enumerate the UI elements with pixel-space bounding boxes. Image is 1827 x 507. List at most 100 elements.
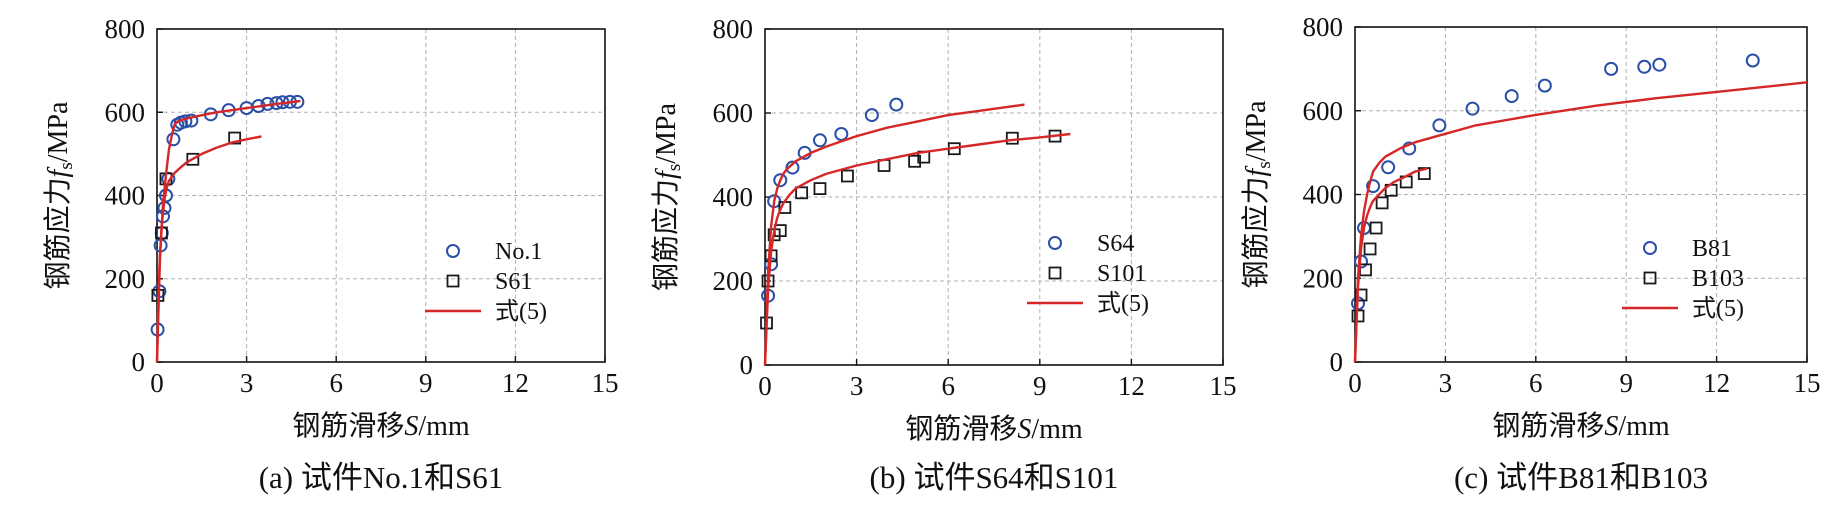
fit-curve	[763, 103, 1025, 366]
panel-caption: (b) 试件S64和S101	[870, 460, 1119, 495]
x-tick-label: 12	[1118, 371, 1145, 401]
series-line	[763, 132, 1071, 366]
x-tick-label: 15	[592, 368, 619, 398]
data-point-circle	[184, 113, 199, 128]
data-point-circle	[1537, 78, 1552, 93]
y-tick-label: 800	[1303, 12, 1344, 42]
panel-1: 0 3 6 9 12 15 0 200 400 600 800 钢筋滑移S/mm 钢筋应力fs/MPa (…	[42, 14, 619, 495]
legend: No.1 S61 式(5)	[425, 239, 547, 325]
legend-square-icon	[1048, 266, 1062, 280]
series-line	[155, 99, 301, 363]
legend-label: B103	[1692, 266, 1744, 292]
x-tick-label: 9	[1619, 368, 1633, 398]
data-point-square	[841, 169, 854, 183]
x-axis-label: 钢筋滑移S/mm	[292, 410, 470, 442]
legend-label: S61	[495, 269, 532, 295]
series-circle	[150, 94, 305, 337]
legend-label: No.1	[495, 239, 542, 265]
data-point-square	[1363, 242, 1377, 256]
legend: S64 S101 式(5)	[1027, 231, 1149, 317]
data-point-circle	[812, 133, 827, 148]
legend-circle-icon	[1643, 241, 1657, 255]
x-tick-label: 6	[329, 368, 343, 398]
data-point-circle	[1652, 57, 1667, 72]
x-tick-label: 9	[1033, 371, 1047, 401]
y-axis-label: 钢筋应力fs/MPa	[650, 102, 685, 290]
x-axis-label: 钢筋滑移S/mm	[905, 413, 1083, 445]
panel-3: 0 3 6 9 12 15 0 200 400 600 800 钢筋滑移S/mm 钢筋应力fs/MPa (…	[1240, 12, 1821, 495]
x-tick-label: 3	[850, 371, 864, 401]
series-line	[1353, 81, 1808, 363]
y-tick-label: 800	[105, 14, 146, 44]
legend-square-icon	[1643, 271, 1657, 285]
data-point-circle	[1504, 89, 1519, 104]
fit-curve	[155, 135, 262, 363]
data-point-circle	[1604, 61, 1619, 76]
data-point-circle	[785, 160, 800, 175]
data-point-square	[1375, 196, 1389, 210]
series-line	[1353, 167, 1428, 363]
series-circle	[1351, 53, 1760, 311]
legend-label: S64	[1097, 231, 1134, 257]
gridlines	[1355, 27, 1807, 362]
data-point-square	[1005, 131, 1019, 145]
y-tick-label: 400	[1303, 180, 1344, 210]
data-point-circle	[773, 173, 788, 188]
x-tick-label: 0	[1348, 368, 1362, 398]
series-line	[155, 135, 262, 363]
series-square	[760, 129, 1062, 330]
data-point-circle	[1637, 59, 1652, 74]
data-point-circle	[1366, 179, 1381, 194]
data-point-circle	[864, 108, 879, 123]
gridlines	[765, 29, 1223, 365]
fit-curve	[1353, 167, 1428, 363]
data-point-circle	[1381, 160, 1396, 175]
y-tick-label: 600	[105, 97, 146, 127]
y-tick-label: 400	[105, 181, 146, 211]
series-square	[1351, 167, 1431, 323]
y-tick-label: 600	[713, 98, 754, 128]
legend-label: 式(5)	[1097, 290, 1149, 317]
y-axis-label: 钢筋应力fs/MPa	[1240, 100, 1275, 288]
data-point-circle	[834, 127, 849, 141]
y-tick-label: 400	[713, 182, 754, 212]
legend-label: 式(5)	[1692, 295, 1744, 322]
data-point-square	[795, 186, 809, 200]
data-point-circle	[1745, 53, 1760, 68]
legend-label: 式(5)	[495, 298, 547, 325]
legend: B81 B103 式(5)	[1622, 236, 1744, 322]
y-tick-label: 800	[713, 14, 754, 44]
data-point-square	[228, 131, 242, 145]
gridlines	[157, 29, 605, 362]
legend-circle-icon	[1048, 236, 1062, 250]
data-point-square	[1354, 288, 1368, 302]
fit-curve	[155, 99, 301, 363]
panel-2: 0 3 6 9 12 15 0 200 400 600 800 钢筋滑移S/mm 钢筋应力fs/MPa (…	[650, 14, 1237, 495]
panel-caption: (a) 试件No.1和S61	[259, 460, 504, 495]
series-line	[763, 103, 1025, 366]
x-tick-label: 0	[758, 371, 772, 401]
x-tick-label: 6	[1529, 368, 1543, 398]
fit-curve	[1353, 81, 1808, 363]
plot-frame	[764, 28, 1224, 366]
x-tick-label: 12	[1703, 368, 1730, 398]
panel-caption: (c) 试件B81和B103	[1454, 460, 1708, 495]
y-tick-label: 0	[1330, 347, 1344, 377]
data-point-square	[186, 152, 200, 166]
x-tick-label: 15	[1794, 368, 1821, 398]
legend-circle-icon	[446, 244, 460, 258]
x-tick-label: 9	[419, 368, 433, 398]
y-tick-label: 200	[1303, 263, 1344, 293]
x-tick-label: 3	[240, 368, 254, 398]
y-tick-label: 200	[105, 264, 146, 294]
x-tick-label: 12	[502, 368, 529, 398]
y-tick-label: 0	[740, 350, 754, 380]
data-point-circle	[1465, 101, 1480, 116]
data-point-square	[908, 154, 922, 168]
x-axis-label: 钢筋滑移S/mm	[1492, 410, 1670, 442]
x-tick-label: 6	[941, 371, 955, 401]
data-point-square	[813, 182, 827, 196]
x-tick-label: 3	[1439, 368, 1453, 398]
y-tick-label: 600	[1303, 96, 1344, 126]
